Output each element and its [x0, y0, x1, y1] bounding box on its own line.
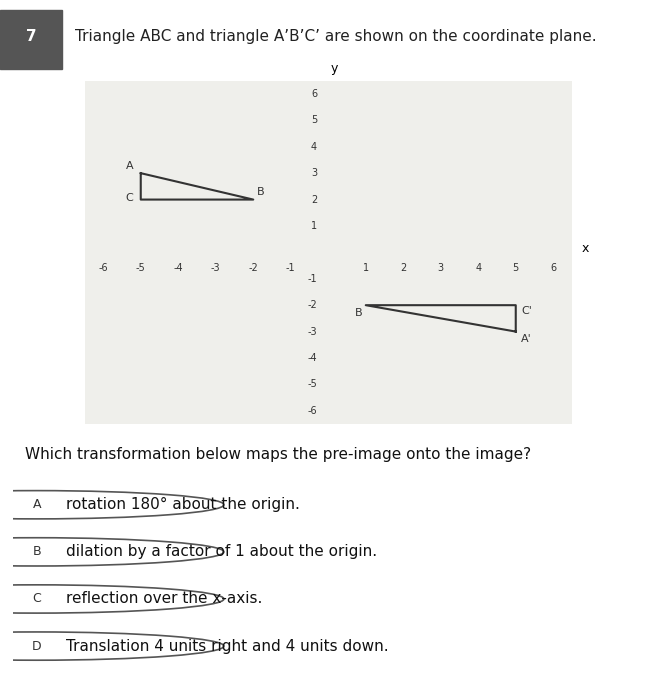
Text: dilation by a factor of 1 about the origin.: dilation by a factor of 1 about the orig…: [66, 544, 377, 559]
Text: Translation 4 units right and 4 units down.: Translation 4 units right and 4 units do…: [66, 639, 389, 653]
Text: -1: -1: [307, 274, 317, 284]
Text: -1: -1: [286, 263, 296, 273]
Text: 3: 3: [311, 168, 317, 178]
Text: B: B: [32, 545, 41, 559]
Text: x: x: [581, 242, 589, 255]
Text: -5: -5: [136, 263, 146, 273]
Text: B: B: [257, 187, 265, 197]
Text: -4: -4: [307, 353, 317, 363]
Text: A: A: [32, 498, 41, 511]
Text: 6: 6: [550, 263, 556, 273]
Text: C: C: [125, 193, 133, 203]
Text: C': C': [521, 306, 532, 316]
Text: reflection over the x-axis.: reflection over the x-axis.: [66, 592, 263, 606]
Text: 6: 6: [311, 89, 317, 99]
Text: D: D: [32, 639, 42, 653]
Text: 5: 5: [311, 115, 317, 125]
FancyBboxPatch shape: [0, 9, 62, 69]
Text: -5: -5: [307, 380, 317, 390]
Text: -3: -3: [211, 263, 220, 273]
Text: A': A': [521, 334, 532, 344]
Text: -3: -3: [307, 326, 317, 336]
Text: -6: -6: [307, 406, 317, 416]
Text: 1: 1: [311, 221, 317, 231]
Text: 3: 3: [437, 263, 444, 273]
Text: rotation 180° about the origin.: rotation 180° about the origin.: [66, 497, 300, 512]
Text: -2: -2: [248, 263, 258, 273]
Text: C: C: [32, 592, 41, 606]
Text: -4: -4: [174, 263, 183, 273]
Text: 7: 7: [26, 29, 36, 44]
Text: A: A: [125, 161, 133, 170]
Text: 5: 5: [513, 263, 519, 273]
Text: 4: 4: [311, 142, 317, 152]
Text: -6: -6: [98, 263, 108, 273]
Text: 1: 1: [363, 263, 369, 273]
Text: 2: 2: [400, 263, 406, 273]
Text: Triangle ABC and triangle A’B’C’ are shown on the coordinate plane.: Triangle ABC and triangle A’B’C’ are sho…: [75, 29, 597, 44]
Text: 2: 2: [311, 194, 317, 205]
Text: Which transformation below maps the pre-image onto the image?: Which transformation below maps the pre-…: [25, 447, 532, 462]
Text: B: B: [354, 308, 362, 318]
Text: y: y: [330, 63, 337, 75]
Text: 4: 4: [475, 263, 481, 273]
Text: -2: -2: [307, 300, 317, 310]
